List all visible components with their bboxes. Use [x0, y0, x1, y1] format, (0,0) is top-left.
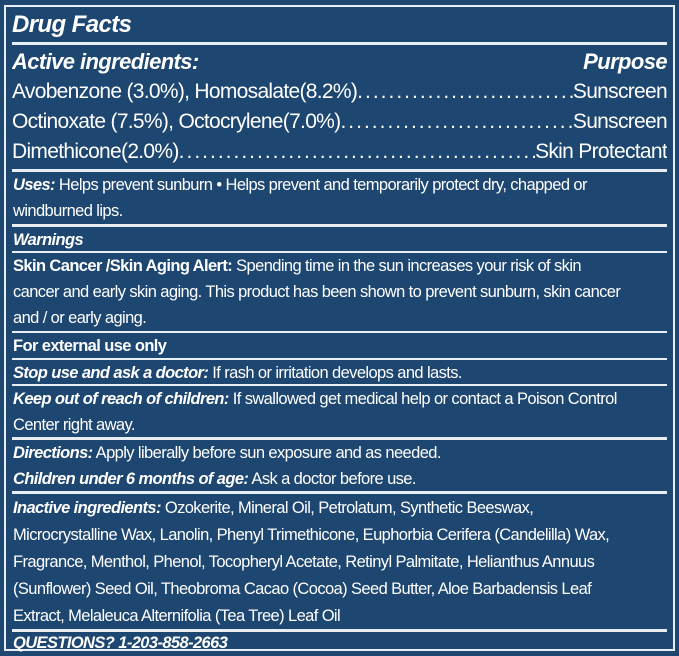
- active-row: Dimethicone(2.0%) Skin Protectant: [12, 137, 667, 167]
- directions-text: Apply liberally before sun exposure and …: [92, 444, 442, 462]
- keep-out-section: Keep out of reach of children: If swallo…: [12, 384, 667, 437]
- questions-section: QUESTIONS? 1-203-858-2663: [12, 629, 667, 653]
- active-ingredients-section: Active ingredients: Purpose Avobenzone (3…: [12, 42, 667, 169]
- keep-out-label: Keep out of reach of children:: [13, 390, 229, 408]
- directions-label: Directions:: [13, 444, 93, 462]
- inactive-text: Ozokerite, Mineral Oil, Petrolatum, Synt…: [160, 499, 534, 517]
- inactive-text: (Sunflower) Seed Oil, Theobroma Cacao (C…: [13, 580, 592, 598]
- active-row: Avobenzone (3.0%), Homosalate(8.2%) Sunsc…: [12, 77, 667, 107]
- uses-text: windburned lips.: [13, 202, 123, 220]
- ingredient: Avobenzone (3.0%), Homosalate(8.2%): [12, 80, 358, 103]
- leader-dots: [179, 137, 535, 167]
- inactive-text: Extract, Melaleuca Alternifolia (Tea Tre…: [13, 607, 341, 625]
- ingredient: Dimethicone(2.0%): [12, 140, 179, 163]
- keep-out-text: If swallowed get medical help or contact…: [228, 390, 618, 408]
- active-heading: Active ingredients:: [12, 49, 199, 74]
- uses-section: Uses: Helps prevent sunburn • Helps prev…: [12, 169, 667, 224]
- children-label: Children under 6 months of age:: [13, 470, 249, 488]
- active-row: Octinoxate (7.5%), Octocrylene(7.0%) Suns…: [12, 107, 667, 137]
- inactive-text: Microcrystalline Wax, Lanolin, Phenyl Tr…: [13, 526, 610, 544]
- leader-dots: [340, 107, 572, 137]
- children-text: Ask a doctor before use.: [248, 470, 416, 488]
- uses-text: Helps prevent sunburn • Helps prevent an…: [54, 176, 588, 194]
- warnings-heading-section: Warnings: [12, 224, 667, 251]
- purpose: Sunscreen: [572, 80, 667, 103]
- drug-facts-panel: Drug Facts Active ingredients: Purpose Av…: [4, 5, 675, 653]
- inactive-text: Fragrance, Menthol, Phenol, Tocopheryl A…: [13, 553, 595, 571]
- leader-dots: [357, 77, 573, 107]
- skin-cancer-label: Skin Cancer /Skin Aging Alert:: [13, 257, 233, 275]
- external-section: For external use only: [12, 331, 667, 358]
- title-section: Drug Facts: [12, 7, 667, 42]
- skin-cancer-text: cancer and early skin aging. This produc…: [13, 283, 621, 301]
- stop-use-section: Stop use and ask a doctor: If rash or ir…: [12, 358, 667, 384]
- ingredient: Octinoxate (7.5%), Octocrylene(7.0%): [12, 110, 341, 133]
- stop-use-label: Stop use and ask a doctor:: [13, 364, 209, 382]
- purpose: Skin Protectant: [535, 140, 667, 163]
- inactive-label: Inactive ingredients:: [13, 499, 161, 517]
- directions-section: Directions: Apply liberally before sun e…: [12, 437, 667, 491]
- skin-cancer-text: Spending time in the sun increases your …: [232, 257, 581, 275]
- inactive-section: Inactive ingredients: Ozokerite, Mineral…: [12, 491, 667, 629]
- purpose-heading: Purpose: [583, 49, 667, 74]
- purpose: Sunscreen: [572, 110, 667, 133]
- questions-phone: QUESTIONS? 1-203-858-2663: [13, 634, 228, 652]
- keep-out-text: Center right away.: [13, 416, 135, 434]
- skin-cancer-text: and / or early aging.: [13, 309, 147, 327]
- page-title: Drug Facts: [12, 11, 132, 38]
- stop-use-text: If rash or irritation develops and lasts…: [208, 364, 462, 382]
- skin-cancer-section: Skin Cancer /Skin Aging Alert: Spending …: [12, 251, 667, 331]
- warnings-heading: Warnings: [13, 231, 84, 249]
- uses-label: Uses:: [13, 176, 56, 194]
- external-use-text: For external use only: [13, 337, 167, 355]
